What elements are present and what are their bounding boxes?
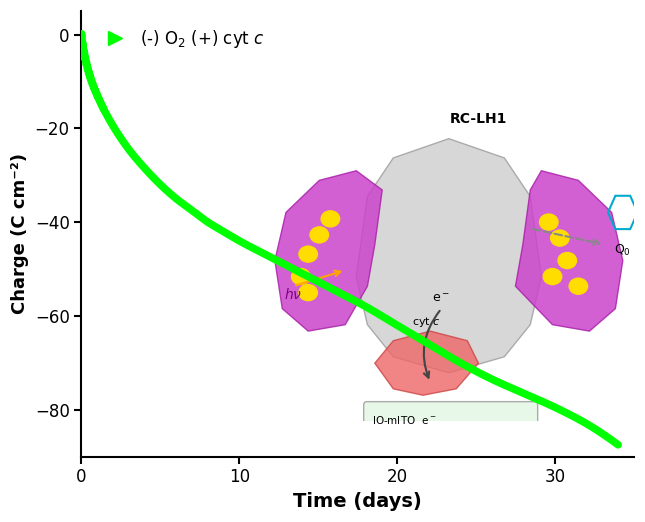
Y-axis label: Charge (C cm⁻²): Charge (C cm⁻²) — [11, 153, 29, 314]
X-axis label: Time (days): Time (days) — [293, 492, 422, 511]
Legend: (-) O$_2$ (+) cyt $c$: (-) O$_2$ (+) cyt $c$ — [90, 19, 273, 58]
